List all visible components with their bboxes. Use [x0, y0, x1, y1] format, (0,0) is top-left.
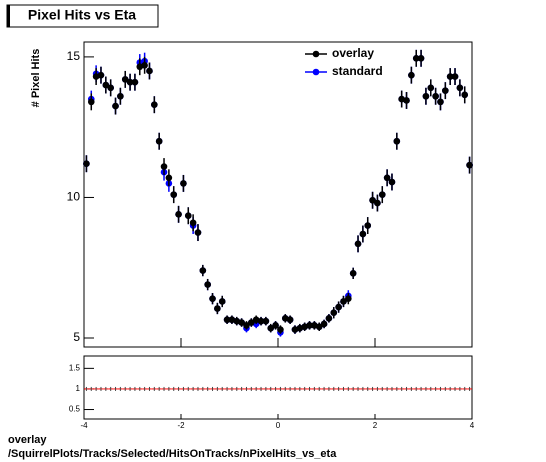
data-point	[257, 317, 265, 325]
data-point	[403, 97, 410, 104]
legend-label: overlay	[332, 46, 374, 60]
data-point	[359, 230, 367, 238]
data-point	[388, 178, 396, 186]
title-box-edge	[7, 5, 10, 27]
data-point	[451, 73, 459, 80]
data-point	[286, 316, 294, 324]
data-point	[306, 322, 313, 329]
x-tick-label: 4	[470, 421, 475, 430]
data-point	[83, 160, 90, 168]
data-point	[170, 191, 178, 198]
data-point	[184, 212, 192, 220]
data-point	[383, 174, 391, 182]
y-tick-label: 15	[67, 49, 81, 63]
data-point	[262, 317, 270, 325]
data-point	[194, 229, 202, 236]
data-point	[155, 137, 163, 145]
chart-title: Pixel Hits vs Eta	[28, 7, 136, 23]
data-point	[330, 309, 338, 317]
data-point	[112, 102, 119, 110]
y-tick-label: 0.5	[69, 405, 81, 414]
data-point	[189, 219, 197, 227]
y-tick-label: 5	[73, 330, 80, 344]
data-point	[320, 320, 328, 328]
data-point	[238, 319, 245, 326]
x-tick-label: 2	[373, 421, 378, 430]
y-axis-label: # Pixel Hits	[30, 49, 42, 108]
data-point	[121, 76, 129, 83]
data-point	[340, 298, 347, 305]
data-point	[412, 55, 420, 62]
data-point	[126, 78, 134, 86]
data-point	[354, 240, 362, 248]
data-point	[325, 315, 333, 322]
data-point	[102, 81, 110, 89]
data-point	[160, 163, 168, 170]
data-point	[408, 71, 415, 79]
data-point	[349, 270, 357, 277]
data-point	[272, 322, 279, 329]
data-point	[87, 98, 95, 106]
data-point	[214, 305, 221, 312]
data-point	[427, 84, 435, 92]
data-point	[141, 62, 148, 69]
footer-line: overlay	[8, 434, 47, 446]
data-point	[97, 71, 105, 79]
data-point	[218, 298, 226, 305]
data-point	[422, 92, 430, 100]
data-point	[374, 199, 381, 207]
data-point	[267, 324, 275, 332]
data-point	[446, 73, 454, 80]
data-point	[107, 84, 114, 92]
data-point	[393, 137, 401, 145]
data-point	[335, 303, 342, 311]
data-point	[277, 326, 284, 333]
data-point	[345, 295, 352, 302]
data-point	[369, 196, 376, 204]
data-point	[165, 174, 173, 182]
data-point	[146, 67, 153, 75]
data-point	[204, 281, 211, 288]
data-point	[378, 191, 386, 198]
x-tick-label: 0	[276, 421, 281, 430]
data-point	[442, 87, 449, 94]
data-point	[151, 101, 158, 108]
y-tick-label: 10	[67, 190, 81, 204]
y-tick-label: 1.5	[69, 363, 81, 372]
data-point	[175, 211, 182, 218]
data-point	[461, 91, 469, 99]
data-point	[223, 316, 231, 324]
data-point	[199, 267, 207, 274]
data-point	[437, 98, 444, 106]
data-point	[117, 92, 124, 100]
data-point	[243, 322, 250, 329]
legend-marker	[312, 50, 320, 58]
data-point	[456, 84, 464, 92]
y-tick-label: 1	[76, 384, 81, 393]
data-point	[364, 222, 372, 229]
legend-label: standard	[332, 64, 383, 78]
data-point	[131, 78, 139, 86]
data-point	[209, 295, 216, 302]
data-point	[466, 161, 473, 169]
data-point	[248, 319, 255, 326]
legend-marker	[312, 68, 320, 76]
x-tick-label: -2	[177, 421, 185, 430]
data-point	[180, 180, 187, 187]
data-point	[432, 92, 439, 100]
x-tick-label: -4	[80, 421, 88, 430]
footer-line: /SquirrelPlots/Tracks/Selected/HitsOnTra…	[8, 448, 337, 460]
data-point	[417, 55, 425, 62]
data-point	[315, 323, 323, 331]
